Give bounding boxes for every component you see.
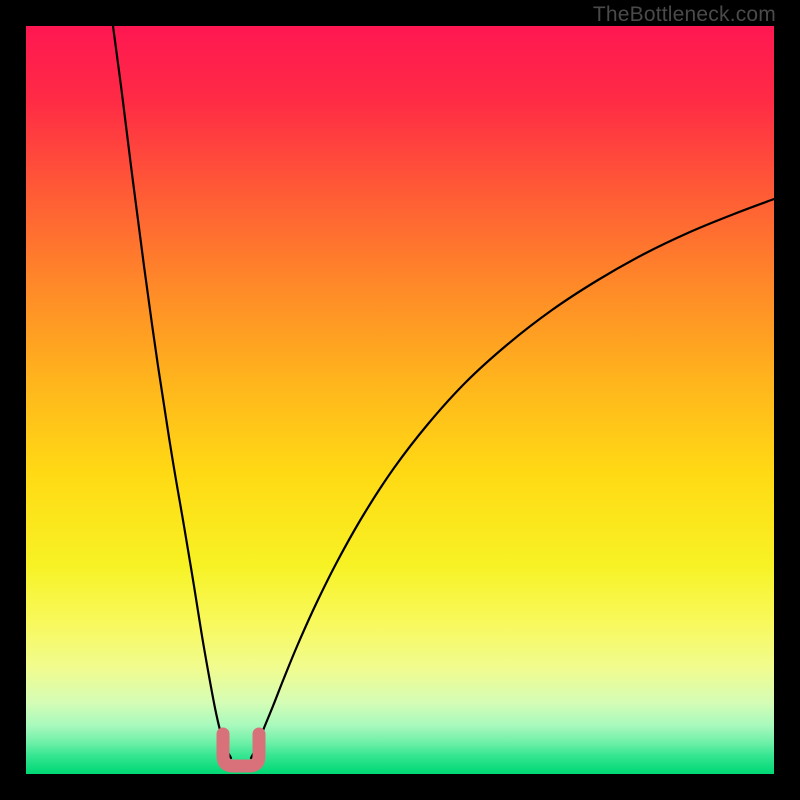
chart-frame: TheBottleneck.com — [0, 0, 800, 800]
curve-left-branch — [113, 26, 231, 758]
curve-right-branch — [251, 199, 774, 758]
watermark-text: TheBottleneck.com — [593, 3, 776, 27]
plot-area — [26, 26, 774, 774]
minimum-u-marker — [223, 734, 259, 766]
bottleneck-curve — [26, 26, 774, 774]
